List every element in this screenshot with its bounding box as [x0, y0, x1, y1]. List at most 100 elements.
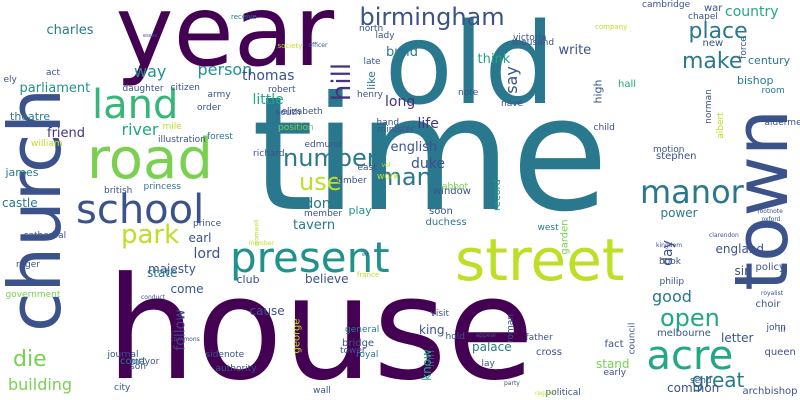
word-elizabeth: elizabeth [281, 106, 323, 117]
word-new: new [702, 38, 724, 49]
word-tower: tower [340, 345, 366, 356]
word-lay: lay [481, 358, 495, 369]
word-albert: albert [715, 111, 726, 139]
word-government: government [5, 289, 61, 300]
word-society: society [277, 41, 303, 50]
word-great: great [691, 368, 745, 392]
word-authority: authority [215, 363, 257, 374]
word-william: william [31, 138, 63, 149]
word-princess: princess [143, 181, 181, 192]
word-cambridge: cambridge [642, 0, 691, 10]
word-london: london [283, 196, 331, 212]
word-present: present [230, 233, 390, 282]
word-footnote: footnote [757, 208, 783, 215]
word-late: late [363, 56, 381, 67]
word-use: use [299, 168, 342, 196]
word-member: member [248, 240, 274, 247]
word-norman: norman [703, 88, 714, 124]
word-motion: motion [653, 144, 685, 155]
word-die: die [13, 347, 47, 372]
word-aldermen: aldermen [764, 117, 800, 128]
word-earl: earl [188, 231, 212, 245]
word-book: book [659, 256, 681, 267]
word-manor: manor [640, 173, 744, 211]
word-life: life [417, 116, 439, 132]
word-cathedral: cathedral [23, 230, 67, 241]
word-richard: richard [253, 148, 285, 159]
word-party: party [504, 380, 520, 387]
word-road: road [87, 127, 213, 192]
word-hold: hold [445, 331, 465, 342]
word-officer: officer [308, 42, 328, 49]
word-ely: ely [3, 74, 17, 85]
word-king: king [419, 323, 445, 337]
word-north: north [359, 23, 384, 34]
word-house: house [106, 247, 535, 400]
word-sidenote: sidenote [205, 349, 245, 360]
word-son: son [130, 361, 146, 372]
word-daughter: daughter [122, 83, 164, 94]
word-sir: sir [734, 264, 750, 278]
word-know: know [419, 349, 434, 381]
word-year: year [115, 0, 335, 89]
word-john: john [766, 322, 786, 333]
word-good: good [652, 287, 692, 306]
word-common: common [667, 381, 720, 395]
word-robert: robert [268, 84, 296, 95]
word-build: build [386, 44, 418, 60]
word-vol: vol [381, 162, 391, 169]
word-edmund: edmund [304, 139, 342, 150]
word-stand: stand [596, 357, 630, 371]
word-forest: forest [207, 131, 233, 142]
word-france: france [357, 270, 380, 279]
word-father: father [525, 332, 553, 343]
word-record: record [491, 179, 503, 211]
word-cross: cross [536, 347, 562, 358]
word-iii: iii [778, 324, 786, 335]
word-believe: believe [305, 272, 349, 286]
word-child: child [593, 122, 615, 133]
word-long: long [385, 94, 416, 110]
word-stephen: stephen [656, 151, 697, 162]
word-james: james [5, 165, 39, 179]
word-fact: fact [604, 339, 624, 350]
word-kingdom: kingdom [656, 242, 683, 249]
word-parliament: parliament [19, 80, 91, 96]
word-george: george [291, 318, 303, 354]
word-come: come [170, 282, 204, 296]
word-member: member [304, 208, 343, 219]
word-building: building [8, 375, 73, 394]
word-choir: choir [755, 299, 781, 310]
word-lord: lord [193, 246, 221, 262]
word-oxford: oxford [761, 216, 781, 223]
word-room: room [761, 85, 785, 96]
word-timber: timber [337, 175, 367, 186]
word-soon: soon [429, 206, 453, 217]
word-act: act [46, 67, 60, 78]
word-roger: roger [16, 259, 40, 270]
word-melbourne: melbourne [657, 328, 711, 339]
word-street: street [455, 226, 625, 294]
word-ed: ed [362, 251, 369, 258]
word-citizen: citizen [170, 82, 200, 93]
word-royalist: royalist [761, 290, 784, 297]
word-general: general [345, 324, 380, 335]
word-castle: castle [2, 196, 38, 210]
word-west: west [537, 222, 559, 233]
word-land: land [92, 82, 179, 128]
word-man: man [378, 163, 432, 191]
word-bridge: bridge [342, 338, 375, 349]
word-park: park [121, 220, 180, 250]
word-river: river [121, 120, 159, 139]
word-country: country [725, 4, 779, 20]
word-england: england [715, 242, 765, 256]
word-hall: hall [618, 79, 637, 90]
word-regard: regard [535, 390, 555, 397]
word-hand: hand [376, 117, 400, 128]
word-number: number [283, 144, 377, 172]
word-philip: philip [659, 276, 685, 287]
word-century: century [748, 53, 791, 67]
word-cause: cause [249, 304, 285, 318]
word-wall: wall [313, 385, 331, 396]
